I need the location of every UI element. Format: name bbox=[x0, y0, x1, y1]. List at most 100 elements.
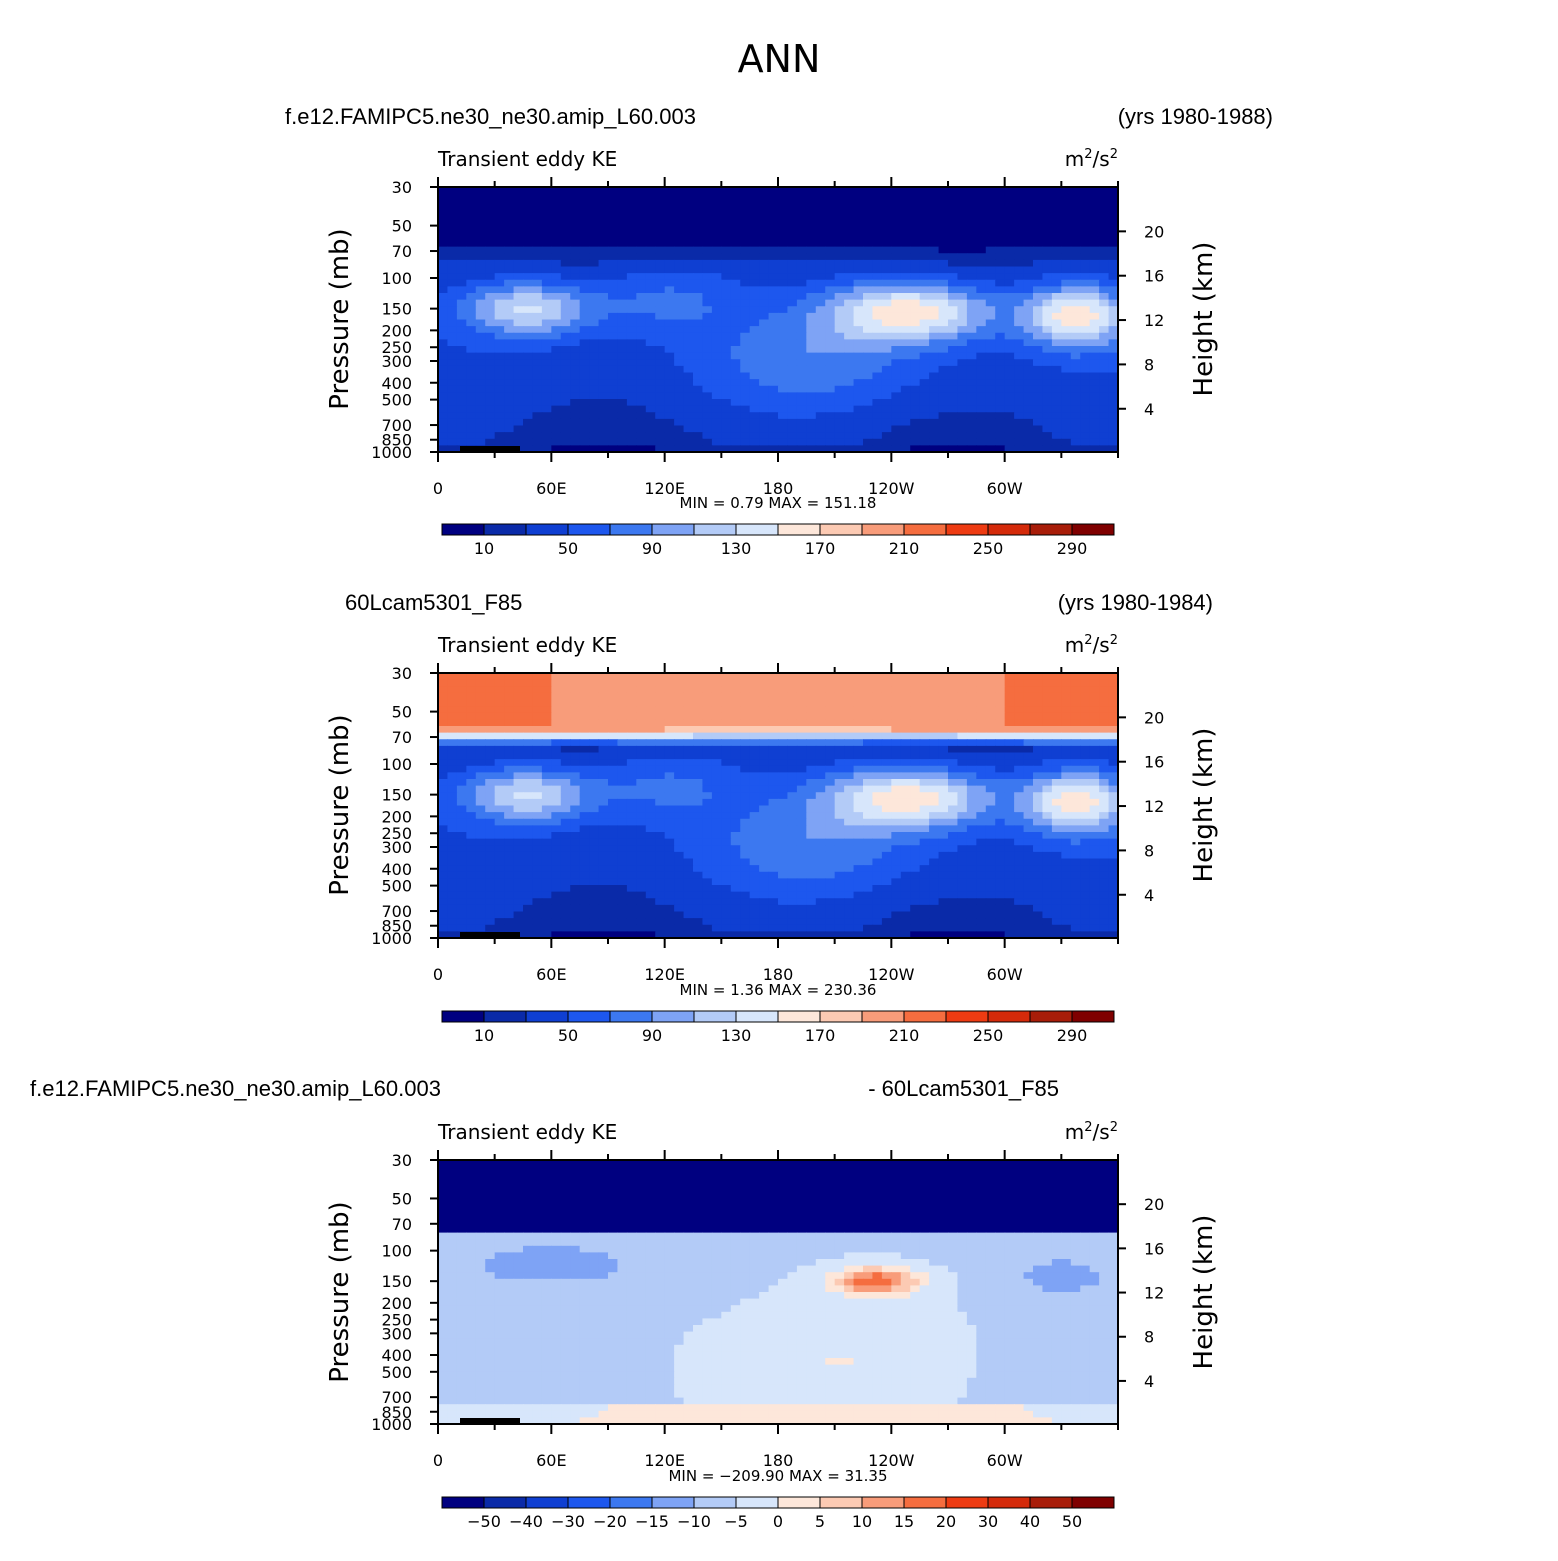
contour-cell bbox=[504, 246, 515, 254]
contour-cell bbox=[740, 779, 751, 787]
contour-cell bbox=[759, 246, 770, 254]
contour-cell bbox=[1004, 385, 1015, 393]
contour-cell bbox=[787, 752, 798, 760]
contour-cell bbox=[1004, 246, 1015, 254]
contour-cell bbox=[466, 306, 477, 314]
x-tick-label: 60W bbox=[987, 479, 1023, 498]
contour-cell bbox=[721, 719, 732, 727]
contour-cell bbox=[608, 286, 619, 294]
contour-cell bbox=[494, 412, 505, 420]
contour-cell bbox=[1061, 699, 1072, 707]
contour-cell bbox=[711, 339, 722, 347]
contour-cell bbox=[948, 759, 959, 767]
contour-cell bbox=[1014, 299, 1025, 307]
contour-cell bbox=[475, 193, 486, 201]
contour-cell bbox=[466, 312, 477, 321]
contour-cell bbox=[872, 213, 883, 221]
contour-cell bbox=[645, 226, 656, 234]
contour-cell bbox=[872, 851, 883, 860]
contour-cell bbox=[853, 679, 864, 687]
contour-cell bbox=[1033, 279, 1044, 287]
contour-cell bbox=[948, 392, 959, 400]
contour-cell bbox=[938, 240, 949, 248]
contour-cell bbox=[872, 752, 883, 760]
contour-cell bbox=[929, 359, 940, 367]
contour-cell bbox=[787, 346, 798, 354]
contour-cell bbox=[863, 765, 874, 773]
contour-cell bbox=[730, 187, 741, 195]
contour-cell bbox=[579, 732, 590, 740]
contour-cell bbox=[560, 312, 571, 321]
contour-cell bbox=[844, 812, 855, 820]
contour-cell bbox=[1051, 699, 1062, 707]
contour-cell bbox=[919, 385, 930, 393]
colorbar-label: 50 bbox=[558, 539, 578, 558]
contour-cell bbox=[551, 312, 562, 321]
contour-cell bbox=[494, 726, 505, 734]
contour-cell bbox=[466, 732, 477, 740]
contour-cell bbox=[551, 679, 562, 687]
contour-cell bbox=[711, 385, 722, 393]
contour-cell bbox=[560, 233, 571, 241]
contour-cell bbox=[504, 752, 515, 760]
contour-cell bbox=[929, 372, 940, 380]
contour-cell bbox=[985, 699, 996, 707]
contour-cell bbox=[1108, 726, 1119, 734]
contour-cell bbox=[749, 253, 760, 261]
contour-cell bbox=[1004, 838, 1015, 846]
contour-cell bbox=[532, 692, 543, 701]
contour-cell bbox=[768, 418, 779, 427]
contour-cell bbox=[948, 352, 959, 360]
contour-cell bbox=[608, 293, 619, 301]
contour-cell bbox=[541, 739, 552, 747]
contour-cell bbox=[1080, 418, 1091, 427]
contour-cell bbox=[560, 438, 571, 446]
contour-cell bbox=[985, 385, 996, 393]
contour-cell bbox=[494, 805, 505, 813]
contour-cell bbox=[834, 220, 845, 228]
contour-cell bbox=[570, 365, 581, 374]
contour-cell bbox=[523, 418, 534, 427]
contour-cell bbox=[447, 293, 458, 301]
contour-cell bbox=[702, 306, 713, 314]
contour-cell bbox=[759, 785, 770, 793]
contour-cell bbox=[957, 405, 968, 413]
contour-cell bbox=[815, 405, 826, 413]
contour-cell bbox=[1051, 346, 1062, 354]
contour-cell bbox=[825, 432, 836, 440]
contour-cell bbox=[494, 812, 505, 820]
contour-cell bbox=[1089, 379, 1100, 387]
contour-cell bbox=[834, 372, 845, 380]
contour-cell bbox=[1023, 719, 1034, 727]
contour-cell bbox=[645, 213, 656, 221]
contour-cell bbox=[957, 372, 968, 380]
contour-cell bbox=[900, 785, 911, 793]
contour-cell bbox=[475, 392, 486, 400]
contour-cell bbox=[711, 279, 722, 287]
contour-cell bbox=[475, 425, 486, 433]
contour-cell bbox=[636, 699, 647, 707]
contour-cell bbox=[721, 425, 732, 433]
contour-cell bbox=[447, 752, 458, 760]
contour-cell bbox=[995, 692, 1006, 701]
contour-cell bbox=[957, 259, 968, 268]
contour-cell bbox=[598, 805, 609, 813]
contour-cell bbox=[796, 779, 807, 787]
contour-cell bbox=[655, 259, 666, 268]
contour-cell bbox=[589, 792, 600, 800]
contour-cell bbox=[900, 200, 911, 208]
contour-cell bbox=[674, 279, 685, 287]
contour-cell bbox=[768, 332, 779, 340]
contour-cell bbox=[985, 206, 996, 215]
contour-cell bbox=[806, 845, 817, 853]
contour-cell bbox=[438, 200, 449, 208]
contour-cell bbox=[683, 812, 694, 820]
contour-cell bbox=[664, 220, 675, 228]
contour-cell bbox=[863, 266, 874, 274]
contour-cell bbox=[844, 240, 855, 248]
contour-cell bbox=[834, 379, 845, 387]
contour-cell bbox=[1089, 385, 1100, 393]
contour-cell bbox=[560, 352, 571, 360]
contour-cell bbox=[929, 445, 940, 453]
contour-cell bbox=[948, 798, 959, 807]
